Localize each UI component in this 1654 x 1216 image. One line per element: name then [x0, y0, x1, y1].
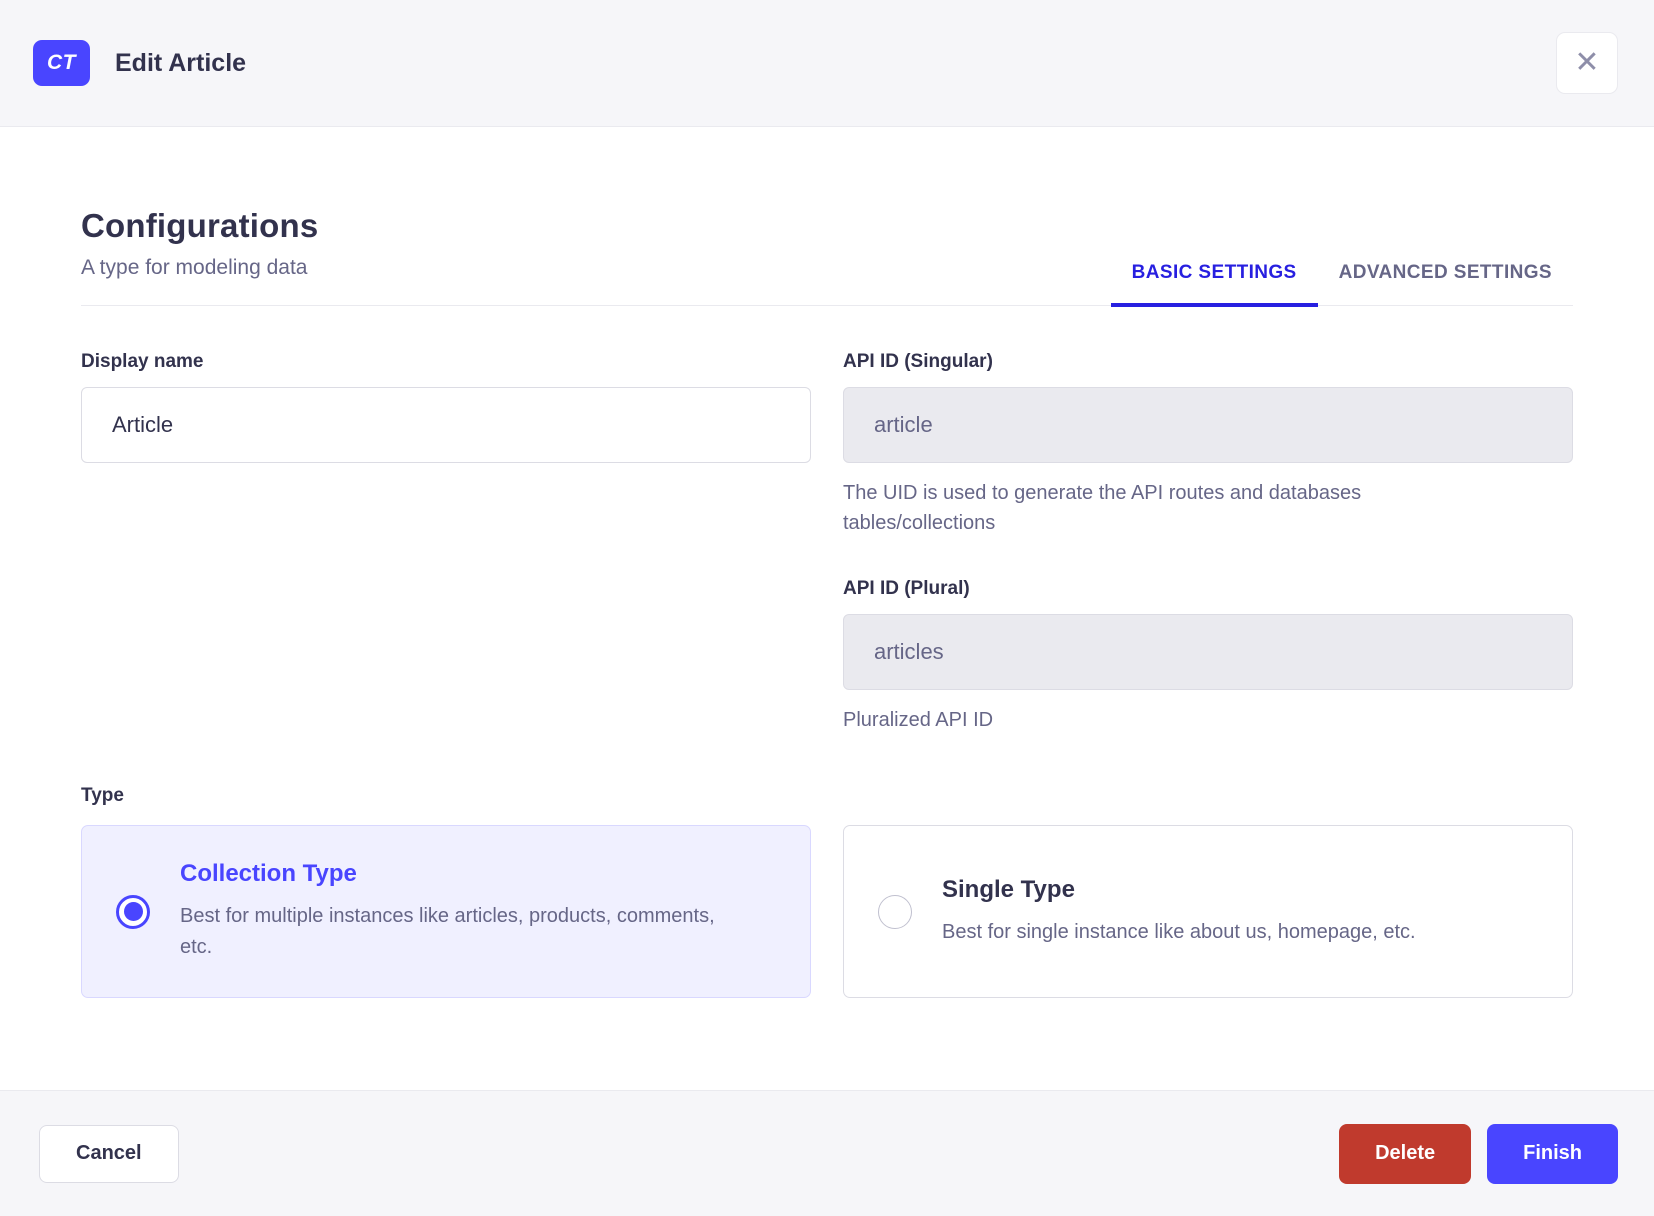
modal-header: CT Edit Article ✕: [0, 0, 1654, 127]
content-type-badge-label: CT: [47, 51, 76, 74]
api-id-singular-field: API ID (Singular) The UID is used to gen…: [843, 351, 1573, 538]
radio-selected-dot: [123, 902, 143, 921]
configuration-form: Display name API ID (Singular) The UID i…: [81, 351, 1573, 735]
modal-body: Configurations A type for modeling data …: [0, 127, 1654, 1090]
api-id-plural-field: API ID (Plural) Pluralized API ID: [843, 578, 1573, 735]
type-section: Type Collection Type Best for multiple i…: [81, 785, 1573, 998]
collection-type-description: Best for multiple instances like article…: [180, 905, 715, 958]
form-column-left: Display name: [81, 351, 811, 735]
single-type-radio[interactable]: [878, 894, 912, 929]
single-type-content: Single Type Best for single instance lik…: [942, 876, 1416, 948]
tab-basic-settings[interactable]: BASIC SETTINGS: [1110, 262, 1318, 307]
collection-type-title: Collection Type: [180, 860, 357, 887]
delete-button[interactable]: Delete: [1339, 1123, 1472, 1184]
modal-footer: Cancel Delete Finish: [0, 1090, 1654, 1216]
close-icon: ✕: [1574, 46, 1600, 79]
cancel-button[interactable]: Cancel: [39, 1124, 179, 1183]
section-head: Configurations A type for modeling data …: [81, 207, 1573, 307]
single-type-title: Single Type: [942, 875, 1075, 903]
settings-tabs: BASIC SETTINGS ADVANCED SETTINGS: [1110, 262, 1573, 307]
display-name-label: Display name: [81, 351, 204, 372]
display-name-input[interactable]: [81, 387, 811, 463]
single-type-card[interactable]: Single Type Best for single instance lik…: [843, 825, 1573, 998]
close-button[interactable]: ✕: [1556, 32, 1618, 94]
page-subtitle: A type for modeling data: [81, 256, 308, 279]
finish-button[interactable]: Finish: [1487, 1123, 1618, 1184]
collection-type-content: Collection Type Best for multiple instan…: [180, 860, 750, 963]
single-type-description: Best for single instance like about us, …: [942, 920, 1416, 943]
form-column-right: API ID (Singular) The UID is used to gen…: [843, 351, 1573, 735]
type-label: Type: [81, 785, 124, 806]
modal-title: Edit Article: [115, 48, 247, 77]
api-id-singular-label: API ID (Singular): [843, 351, 993, 372]
type-options: Collection Type Best for multiple instan…: [81, 825, 1573, 998]
api-id-plural-label: API ID (Plural): [843, 578, 970, 599]
content-type-badge: CT: [33, 40, 90, 86]
api-id-plural-input: [843, 614, 1573, 690]
collection-type-radio[interactable]: [116, 894, 150, 929]
section-titles: Configurations A type for modeling data: [81, 207, 318, 305]
api-id-singular-helper: The UID is used to generate the API rout…: [843, 482, 1362, 534]
tab-advanced-settings[interactable]: ADVANCED SETTINGS: [1338, 262, 1552, 283]
api-id-singular-input: [843, 387, 1573, 463]
collection-type-card[interactable]: Collection Type Best for multiple instan…: [81, 825, 811, 998]
page-title: Configurations: [81, 207, 319, 244]
api-id-plural-helper: Pluralized API ID: [843, 709, 994, 731]
